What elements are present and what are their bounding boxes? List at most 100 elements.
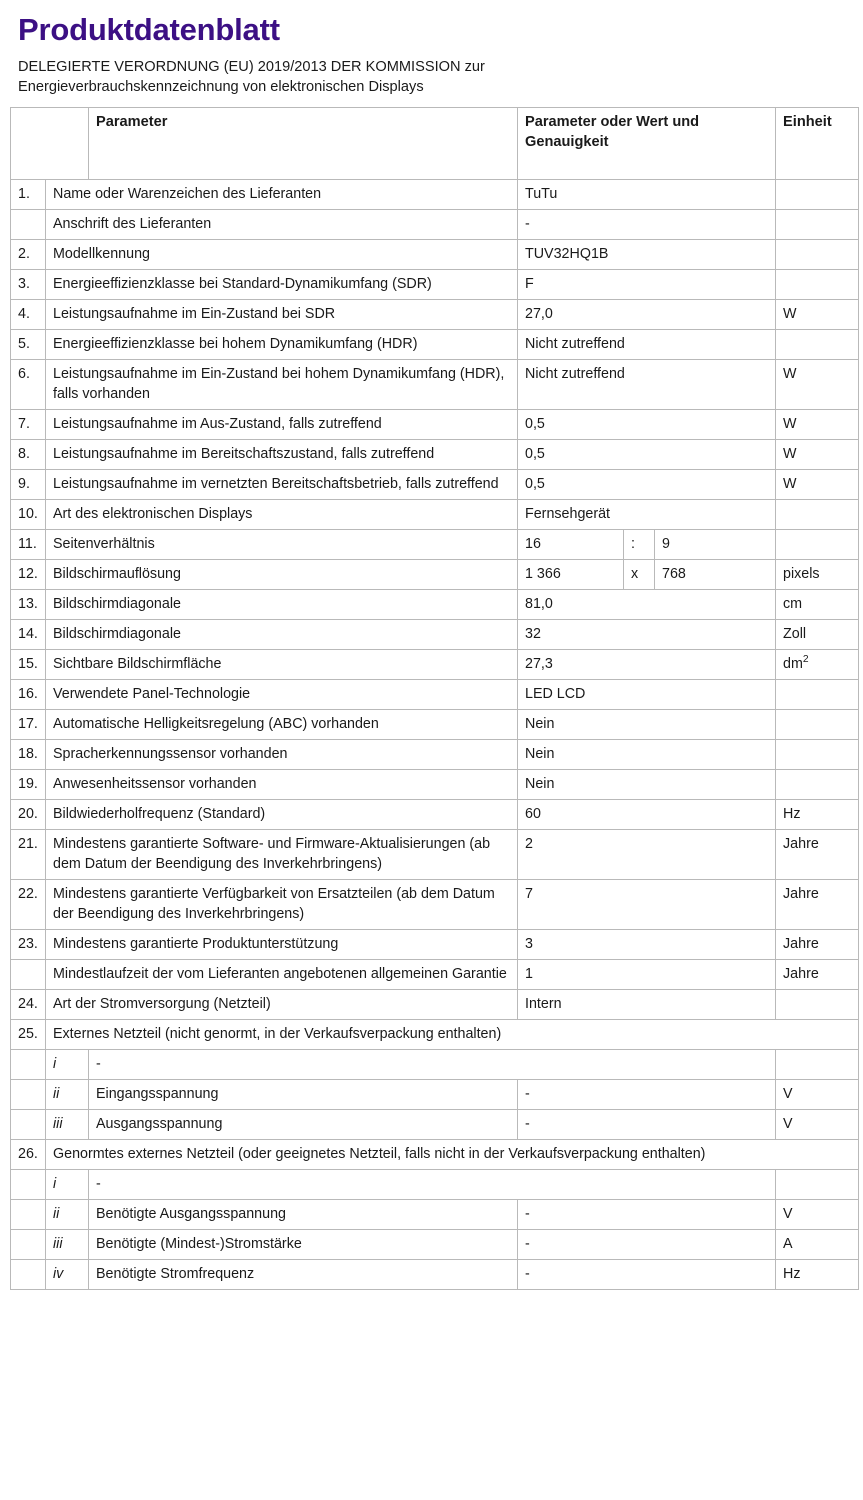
table-row: 10. Art des elektronischen Displays Fernse… — [10, 499, 860, 531]
row-value: Fernsehgerät — [516, 499, 777, 531]
row-number — [10, 1079, 46, 1111]
row-number: 23. — [10, 929, 46, 961]
row-parameter: Benötigte Stromfrequenz — [88, 1259, 518, 1291]
row-number: 11. — [10, 529, 46, 561]
row-number: 7. — [10, 408, 46, 441]
row-unit: W — [775, 469, 860, 501]
row-parameter: Anwesenheitssensor vorhanden — [45, 769, 518, 801]
row-value: - — [516, 208, 777, 240]
row-parameter: Benötigte Ausgangsspannung — [88, 1199, 518, 1231]
row-unit — [775, 1049, 860, 1081]
row-unit — [775, 739, 860, 771]
row-parameter: Benötigte (Mindest-)Stromstärke — [88, 1229, 518, 1261]
page-title: Produktdatenblatt — [18, 12, 280, 47]
row-unit: V — [775, 1079, 860, 1111]
row-parameter: Art des elektronischen Displays — [45, 499, 518, 531]
table-row: 8. Leistungsaufnahme im Bereitschaftszust… — [10, 438, 860, 471]
row-parameter: Leistungsaufnahme im Ein-Zustand bei hoh… — [45, 358, 518, 410]
table-row: 5. Energieeffizienzklasse bei hohem Dynam… — [10, 328, 860, 360]
row-value: - — [516, 1199, 777, 1231]
row-subnumber: ii — [45, 1199, 89, 1231]
row-number: 3. — [10, 268, 46, 300]
table-row: 23. Mindestens garantierte Produktunterst… — [10, 929, 860, 961]
table-row: iii Benötigte (Mindest-)Stromstärke - A — [10, 1229, 860, 1261]
row-unit: cm — [775, 589, 860, 621]
row-value-first: 1 366 — [517, 559, 624, 591]
datasheet-table: Parameter Parameter oder Wert und Genaui… — [10, 107, 860, 1291]
row-parameter: Verwendete Panel-Technologie — [45, 679, 518, 711]
row-parameter: Automatische Helligkeitsregelung (ABC) v… — [45, 709, 518, 741]
row-subnumber: i — [45, 1169, 89, 1201]
row-unit: W — [775, 438, 860, 471]
table-row: 12. Bildschirmauflösung 1 366 x 768 pixels — [10, 559, 860, 591]
row-parameter: Bildschirmdiagonale — [45, 619, 518, 651]
row-value: Nicht zutreffend — [516, 328, 777, 360]
row-value-second: 768 — [653, 559, 777, 591]
table-row: 21. Mindestens garantierte Software- und … — [10, 829, 860, 881]
row-value: 0,5 — [516, 438, 777, 471]
row-parameter: - — [87, 1169, 777, 1201]
table-row: i- — [10, 1049, 860, 1081]
row-number: 9. — [10, 469, 46, 501]
row-value: TuTu — [516, 178, 777, 210]
row-number — [10, 1109, 46, 1141]
row-number — [10, 1259, 46, 1291]
table-row: 20. Bildwiederholfrequenz (Standard) 60 Hz — [10, 799, 860, 831]
row-value: 60 — [516, 799, 777, 831]
row-value: - — [516, 1229, 777, 1261]
row-parameter: Bildschirmdiagonale — [45, 589, 518, 621]
table-header-row: Parameter Parameter oder Wert und Genaui… — [10, 107, 860, 180]
table-row: 19. Anwesenheitssensor vorhanden Nein — [10, 769, 860, 801]
row-number — [10, 1229, 46, 1261]
row-unit — [775, 178, 860, 210]
table-body: 1. Name oder Warenzeichen des Lieferanten… — [10, 178, 860, 1291]
row-unit — [775, 238, 860, 270]
row-number: 18. — [10, 739, 46, 771]
row-parameter: Mindestlaufzeit der vom Lieferanten ange… — [45, 959, 518, 991]
row-parameter: Bildschirmauflösung — [45, 559, 518, 591]
row-number — [10, 1169, 46, 1201]
row-value: Nein — [516, 709, 777, 741]
row-unit: Zoll — [775, 619, 860, 651]
row-value: Nein — [516, 769, 777, 801]
row-unit: Jahre — [775, 879, 860, 931]
header-parameter: Parameter — [88, 107, 518, 180]
header-unit: Einheit — [775, 107, 860, 180]
table-row: 13. Bildschirmdiagonale 81,0 cm — [10, 589, 860, 621]
row-unit: Hz — [775, 799, 860, 831]
table-row: ii Eingangsspannung - V — [10, 1079, 860, 1111]
row-unit — [775, 1169, 860, 1201]
row-unit: W — [775, 408, 860, 441]
row-parameter: Leistungsaufnahme im Aus-Zustand, falls … — [45, 408, 518, 441]
row-number: 15. — [10, 649, 46, 681]
row-parameter: Seitenverhältnis — [45, 529, 518, 561]
row-unit — [775, 268, 860, 300]
table-row: iii Ausgangsspannung - V — [10, 1109, 860, 1141]
row-number: 1. — [10, 178, 46, 210]
row-value-first: 16 — [517, 529, 624, 561]
table-row: 6. Leistungsaufnahme im Ein-Zustand bei h… — [10, 358, 860, 410]
row-number: 10. — [10, 499, 46, 531]
table-row: 16. Verwendete Panel-Technologie LED LCD — [10, 679, 860, 711]
row-unit: W — [775, 298, 860, 330]
row-number: 25. — [10, 1019, 46, 1051]
row-unit — [775, 989, 860, 1021]
row-unit — [775, 208, 860, 240]
row-parameter: Mindestens garantierte Software- und Fir… — [45, 829, 518, 881]
table-row: 26. Genormtes externes Netzteil (oder gee… — [10, 1139, 860, 1171]
row-number: 12. — [10, 559, 46, 591]
row-number: 22. — [10, 879, 46, 931]
row-number: 21. — [10, 829, 46, 881]
table-row: 11. Seitenverhältnis 16:9 — [10, 529, 860, 561]
row-parameter: Sichtbare Bildschirmfläche — [45, 649, 518, 681]
row-parameter: Energieeffizienzklasse bei Standard-Dyna… — [45, 268, 518, 300]
table-row: i- — [10, 1169, 860, 1201]
row-number: 14. — [10, 619, 46, 651]
table-row: 25. Externes Netzteil (nicht genormt, in … — [10, 1019, 860, 1051]
row-unit — [775, 529, 860, 561]
row-value: - — [516, 1109, 777, 1141]
row-subnumber: ii — [45, 1079, 89, 1111]
row-unit: W — [775, 358, 860, 410]
row-parameter: Bildwiederholfrequenz (Standard) — [45, 799, 518, 831]
